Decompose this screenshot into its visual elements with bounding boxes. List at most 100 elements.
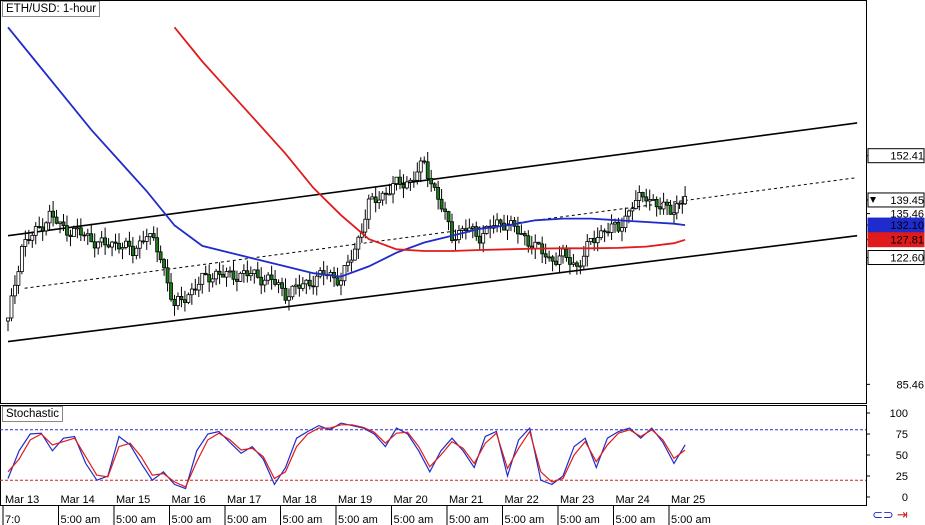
candle-body xyxy=(616,221,621,232)
date-label: Mar 21 xyxy=(449,494,483,506)
candle-body xyxy=(484,225,489,234)
price-panel-frame xyxy=(0,0,867,404)
arrow-icon[interactable]: ⇥ xyxy=(897,508,908,523)
candle-body xyxy=(623,215,628,228)
candle-body xyxy=(314,275,319,288)
candle-body xyxy=(40,226,45,232)
price-tag-box xyxy=(867,232,925,248)
date-label: Mar 22 xyxy=(505,494,539,506)
time-label: 5:00 am xyxy=(616,514,656,525)
candle-body xyxy=(19,246,24,273)
time-label: 5:00 am xyxy=(338,514,378,525)
candle-body xyxy=(44,222,49,232)
time-label: 5:00 am xyxy=(449,514,489,525)
candle-body xyxy=(672,212,676,215)
candle-body xyxy=(627,210,631,217)
stochastic-axis-label: 100 xyxy=(890,408,908,420)
candle-body xyxy=(228,270,232,273)
candle-body xyxy=(637,192,642,201)
candle-body xyxy=(644,196,649,202)
candle-body xyxy=(134,247,139,256)
candle-body xyxy=(346,261,350,266)
candle-body xyxy=(384,192,388,195)
candle-body xyxy=(307,279,312,287)
candle-body xyxy=(543,253,548,258)
time-label: 5:00 am xyxy=(394,514,434,525)
candle-body xyxy=(352,248,357,261)
candle-body xyxy=(547,256,552,259)
chart-frames xyxy=(0,0,867,506)
candle-body xyxy=(439,198,444,210)
candle-body xyxy=(633,199,638,209)
candle-body xyxy=(595,237,600,244)
candle-body xyxy=(75,227,80,230)
candle-body xyxy=(183,299,187,303)
candle-body xyxy=(162,259,166,269)
stochastic-panel xyxy=(0,422,866,490)
candle-body xyxy=(85,233,90,236)
candle-body xyxy=(58,221,62,224)
candle-body xyxy=(51,210,55,218)
candle-body xyxy=(536,241,541,245)
candle-body xyxy=(373,196,378,204)
time-label: 5:00 am xyxy=(116,514,156,525)
candle-body xyxy=(37,226,42,228)
candle-body xyxy=(33,226,38,236)
channel-line-lower xyxy=(7,234,858,343)
ma_fast-line xyxy=(7,26,686,278)
candle-body xyxy=(151,233,156,239)
candle-body xyxy=(276,282,281,285)
stochastic-axis: 100 75 50 25 0 xyxy=(866,408,908,504)
candle-body xyxy=(495,219,499,227)
candle-body xyxy=(290,285,295,298)
candle-body xyxy=(96,241,101,249)
candle-body xyxy=(474,226,479,237)
candle-body xyxy=(674,203,679,214)
candle-body xyxy=(418,160,423,173)
candle-body xyxy=(651,199,656,201)
candle-body xyxy=(602,230,607,233)
price-axis-label: 132.10 xyxy=(890,220,924,232)
candle-body xyxy=(654,199,659,208)
candle-body xyxy=(498,219,503,224)
candle-body xyxy=(300,283,305,289)
link-icon[interactable]: ⊂⊃ xyxy=(872,508,894,523)
stochastic-panel-frame xyxy=(0,405,867,506)
candle-body xyxy=(335,277,340,286)
candle-body xyxy=(620,227,624,232)
time-label: 5:00 am xyxy=(61,514,101,525)
candle-body xyxy=(65,225,69,236)
candle-body xyxy=(273,279,277,285)
candle-body xyxy=(311,285,316,288)
price-axis-label: 122.60 xyxy=(890,253,924,265)
candle-body xyxy=(683,195,687,205)
candle-body xyxy=(106,244,111,248)
candle-body xyxy=(665,201,669,206)
candle-body xyxy=(297,284,302,289)
candle-body xyxy=(231,270,236,280)
channel-line-middle xyxy=(24,177,858,289)
candle-body xyxy=(422,160,427,163)
candle-body xyxy=(592,237,597,244)
candle-body xyxy=(148,233,153,238)
candle-body xyxy=(189,288,194,296)
candle-body xyxy=(252,269,257,274)
price-tag-box xyxy=(867,250,925,266)
stoch_d-line xyxy=(7,424,686,488)
candle-body xyxy=(436,186,441,200)
candle-body xyxy=(411,179,416,182)
candle-body xyxy=(158,251,163,261)
candle-body xyxy=(144,236,149,242)
price-tag-box xyxy=(867,217,925,233)
price-axis-label: 85.46 xyxy=(896,379,924,391)
candle-body xyxy=(287,296,291,301)
time-label: 5:00 am xyxy=(505,514,545,525)
candle-body xyxy=(380,192,385,201)
date-label: Mar 19 xyxy=(338,494,372,506)
ma_slow-line xyxy=(173,26,686,252)
candle-body xyxy=(661,201,666,210)
candle-body xyxy=(72,228,76,237)
price-candles[interactable] xyxy=(6,151,687,332)
candle-body xyxy=(405,181,409,189)
